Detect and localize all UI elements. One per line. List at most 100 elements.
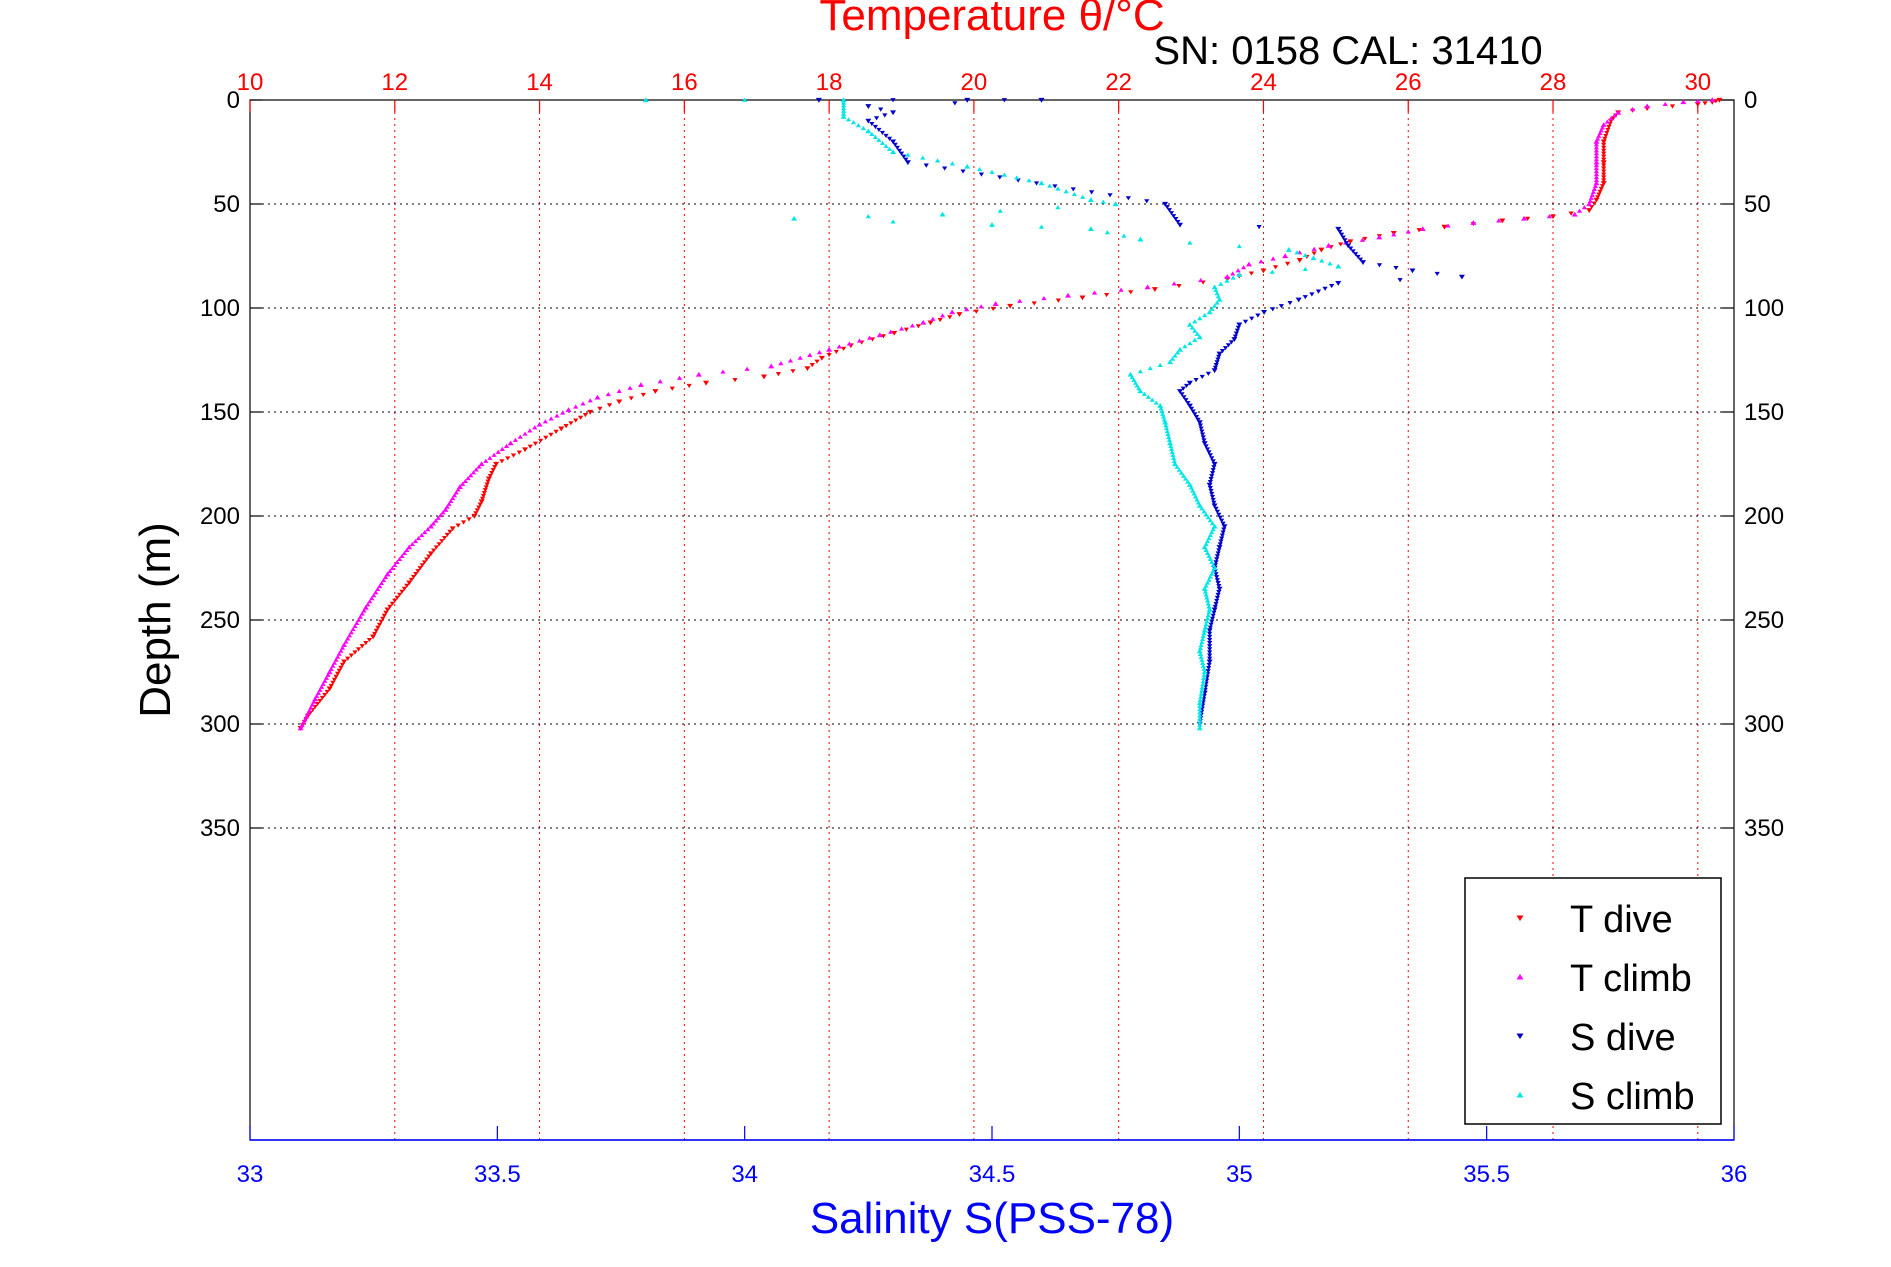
data-point-interpolated	[532, 425, 538, 430]
tick-label-depth-right: 300	[1744, 711, 1784, 738]
data-point-interpolated	[1205, 515, 1211, 520]
data-point-interpolated	[1207, 644, 1213, 649]
data-point-interpolated	[1212, 604, 1218, 609]
data-point	[1245, 261, 1252, 267]
data-point-interpolated	[330, 680, 336, 685]
data-point	[616, 399, 623, 405]
data-point-interpolated	[580, 401, 586, 406]
data-point-interpolated	[359, 644, 365, 649]
data-point-interpolated	[1159, 408, 1165, 414]
data-point-interpolated	[1209, 619, 1215, 624]
data-point	[1680, 99, 1687, 105]
tick-label-salinity: 33.5	[474, 1161, 521, 1188]
tick-label-temperature: 12	[381, 69, 408, 96]
data-point-interpolated	[1207, 637, 1213, 643]
data-point-interpolated	[1206, 604, 1212, 609]
data-point-interpolated	[378, 619, 384, 624]
tick-label-temperature: 28	[1540, 69, 1567, 96]
data-point-interpolated	[1258, 259, 1264, 264]
data-point-interpolated	[1568, 211, 1574, 216]
data-point-interpolated	[977, 166, 983, 172]
data-point-interpolated	[880, 334, 887, 339]
data-point-interpolated	[422, 530, 428, 535]
data-point-interpolated	[392, 562, 398, 568]
data-point-interpolated	[1216, 548, 1222, 553]
data-point-interpolated	[1249, 316, 1255, 321]
data-point	[703, 380, 710, 386]
data-point-interpolated	[543, 435, 549, 440]
data-point-interpolated	[720, 369, 726, 374]
data-point-interpolated	[1213, 287, 1219, 293]
tick-label-temperature: 24	[1250, 69, 1277, 96]
data-point-interpolated	[886, 136, 893, 141]
data-point-interpolated	[865, 214, 871, 219]
data-point-interpolated	[1208, 622, 1214, 627]
data-point-interpolated	[417, 566, 423, 571]
data-point	[1285, 247, 1292, 252]
data-point-interpolated	[387, 568, 393, 574]
data-point	[1211, 461, 1218, 467]
data-point	[760, 374, 767, 380]
data-point	[1211, 368, 1218, 374]
data-point-interpolated	[319, 695, 325, 700]
data-point-interpolated	[997, 175, 1003, 180]
data-point	[1206, 606, 1213, 612]
data-point	[1615, 109, 1622, 115]
data-point	[1137, 236, 1144, 242]
data-point-interpolated	[548, 432, 554, 437]
data-point-interpolated	[1063, 189, 1069, 194]
data-point-interpolated	[401, 550, 408, 556]
data-point	[1065, 292, 1072, 298]
data-point-interpolated	[1185, 401, 1191, 406]
data-point-interpolated	[1203, 547, 1209, 552]
data-point-interpolated	[542, 419, 548, 424]
data-point-interpolated	[483, 485, 489, 490]
data-point	[1470, 220, 1477, 225]
data-point-interpolated	[430, 521, 436, 526]
data-point-interpolated	[640, 392, 646, 398]
data-point	[1038, 180, 1045, 186]
data-point-interpolated	[1216, 589, 1222, 595]
data-point-interpolated	[1091, 290, 1098, 295]
data-point-interpolated	[898, 326, 905, 331]
data-point-interpolated	[1217, 542, 1223, 547]
data-point-interpolated	[1199, 685, 1205, 690]
data-point-interpolated	[1216, 354, 1222, 359]
data-point-interpolated	[1348, 246, 1354, 251]
data-point-interpolated	[860, 125, 866, 131]
data-point-interpolated	[308, 705, 314, 710]
tick-label-depth-left: 50	[213, 191, 240, 218]
data-point-interpolated	[382, 574, 389, 580]
data-point-interpolated	[903, 157, 909, 162]
legend-marker	[1516, 1091, 1524, 1098]
data-point-interpolated	[1222, 346, 1229, 351]
data-point	[1087, 226, 1094, 232]
data-point-interpolated	[1210, 527, 1216, 532]
data-point-interpolated	[1047, 183, 1053, 188]
data-point-interpolated	[1199, 657, 1205, 662]
data-point-interpolated	[336, 651, 342, 656]
data-point	[1206, 659, 1213, 665]
data-point	[427, 523, 434, 529]
data-point-interpolated	[439, 539, 445, 544]
data-point-interpolated	[778, 361, 784, 366]
data-point-interpolated	[1604, 119, 1610, 124]
data-point-interpolated	[375, 625, 381, 630]
data-point-interpolated	[879, 140, 886, 145]
data-point	[493, 461, 500, 467]
data-point-interpolated	[1199, 429, 1205, 434]
data-point-interpolated	[491, 452, 497, 457]
data-point-interpolated	[1201, 631, 1207, 636]
data-point-interpolated	[455, 523, 461, 528]
data-point-interpolated	[1233, 331, 1239, 336]
data-point-interpolated	[1315, 289, 1322, 294]
data-point-interpolated	[1197, 651, 1204, 656]
data-point	[406, 544, 413, 550]
data-point-interpolated	[1194, 331, 1200, 336]
data-point-interpolated	[1164, 428, 1170, 434]
data-point-interpolated	[833, 349, 839, 355]
data-point-interpolated	[1213, 506, 1219, 511]
data-point	[890, 149, 897, 155]
data-point	[427, 551, 434, 557]
data-point-interpolated	[1204, 580, 1211, 585]
